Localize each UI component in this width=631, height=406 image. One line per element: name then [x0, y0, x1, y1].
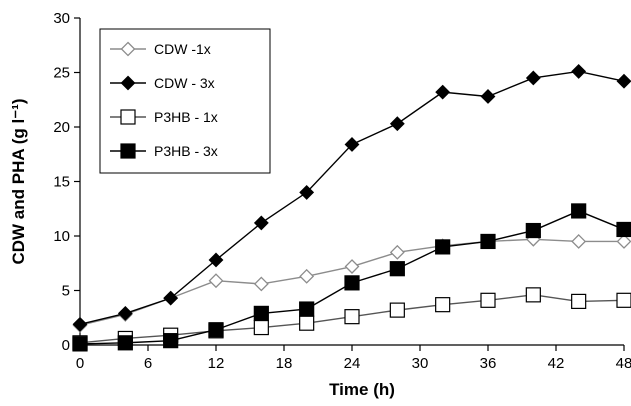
data-point [435, 84, 451, 100]
x-tick-label: 0 [76, 355, 84, 372]
data-point [616, 234, 631, 249]
series-p3hb-1x [72, 287, 631, 351]
data-point [525, 287, 541, 303]
data-point [253, 276, 269, 292]
data-point [480, 292, 496, 308]
series-cdw-3x [72, 63, 631, 332]
x-tick-label: 30 [412, 355, 429, 372]
legend-marker [120, 143, 136, 159]
y-tick-label: 30 [53, 10, 70, 27]
x-tick-label: 18 [276, 355, 293, 372]
data-point [389, 302, 405, 318]
x-tick-label: 6 [144, 355, 152, 372]
data-point [344, 309, 360, 325]
data-point [616, 292, 631, 308]
x-tick-label: 24 [344, 355, 361, 372]
axes: 0 5 10 15 20 25 30 0 6 12 18 24 30 36 42 48 [53, 10, 631, 372]
series-p3hb-3x [72, 203, 631, 352]
series-group [72, 63, 631, 352]
data-point [163, 290, 179, 306]
data-point [72, 336, 88, 352]
data-point [389, 261, 405, 277]
x-tick-label: 48 [616, 355, 631, 372]
data-point [616, 221, 631, 238]
legend-label: P3HB - 1x [154, 109, 218, 125]
data-point [344, 275, 360, 291]
x-tick-label: 36 [480, 355, 497, 372]
data-point [525, 222, 541, 239]
legend-label: P3HB - 3x [154, 143, 218, 159]
legend-label: CDW -1x [154, 41, 211, 57]
y-tick-label: 25 [53, 65, 70, 82]
data-point [571, 234, 587, 249]
legend: CDW -1x CDW - 3x P3HB - 1x P3HB - 3x [99, 28, 271, 174]
data-point [299, 268, 315, 284]
data-point [344, 259, 360, 274]
data-point [571, 203, 587, 219]
data-point [344, 137, 360, 152]
data-point [208, 252, 224, 268]
data-point [208, 322, 224, 338]
data-point [571, 293, 587, 309]
data-point [117, 335, 133, 351]
data-point [389, 116, 405, 132]
x-tick-label: 42 [548, 355, 565, 372]
legend-marker [120, 109, 136, 125]
y-tick-label: 5 [62, 283, 70, 300]
data-point [435, 297, 451, 313]
data-point [435, 239, 451, 255]
data-point [299, 315, 315, 331]
legend-marker [120, 75, 136, 91]
legend-marker [120, 41, 136, 57]
x-tick-label: 12 [208, 355, 225, 372]
data-point [253, 215, 269, 231]
y-tick-label: 20 [53, 119, 70, 136]
data-point [163, 333, 179, 349]
x-axis-title: Time (h) [329, 380, 395, 399]
y-tick-label: 15 [53, 174, 70, 191]
y-tick-label: 0 [62, 337, 70, 354]
data-point [253, 319, 269, 336]
data-point [480, 89, 496, 104]
data-point [208, 273, 224, 289]
data-point [299, 184, 315, 200]
data-point [571, 63, 587, 79]
y-tick-label: 10 [53, 228, 70, 245]
data-point [299, 301, 315, 317]
data-point [389, 244, 405, 260]
data-point [616, 73, 631, 89]
data-point [253, 305, 269, 321]
data-point [525, 70, 541, 86]
y-axis-title: CDW and PHA (g l⁻¹) [9, 98, 28, 264]
data-point [117, 305, 133, 321]
legend-label: CDW - 3x [154, 75, 215, 91]
data-point [72, 316, 88, 332]
data-point [480, 233, 496, 250]
